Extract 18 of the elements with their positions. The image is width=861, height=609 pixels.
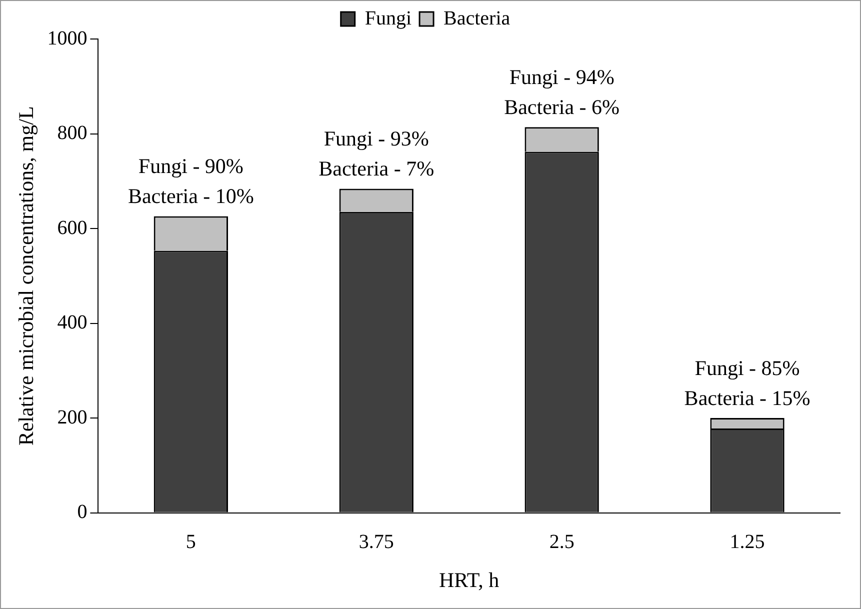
annotation: Fungi - 94% Bacteria - 6% — [504, 65, 620, 120]
legend-label: Bacteria — [444, 7, 510, 30]
x-tick-label: 3.75 — [358, 531, 394, 554]
y-tick-label: 0 — [77, 501, 88, 524]
annotation: Fungi - 90% Bacteria - 10% — [128, 154, 254, 208]
y-tick-label: 200 — [57, 406, 88, 428]
annotation: Fungi - 93% Bacteria - 7% — [318, 126, 434, 181]
x-tick-label: 1.25 — [730, 531, 765, 554]
annotation: Fungi - 85% Bacteria - 15% — [684, 356, 810, 410]
x-tick-label: 5 — [186, 531, 196, 554]
y-axis-title: Relative microbial concentrations, mg/L — [14, 106, 38, 446]
x-axis-title: HRT, h — [439, 568, 500, 592]
legend-label: Fungi — [364, 7, 412, 30]
y-tick-label: 600 — [57, 216, 88, 239]
x-tick-label: 2.5 — [549, 531, 574, 554]
y-tick-label: 1000 — [47, 27, 88, 50]
y-tick-label: 400 — [57, 312, 88, 334]
y-tick-label: 800 — [57, 122, 88, 144]
